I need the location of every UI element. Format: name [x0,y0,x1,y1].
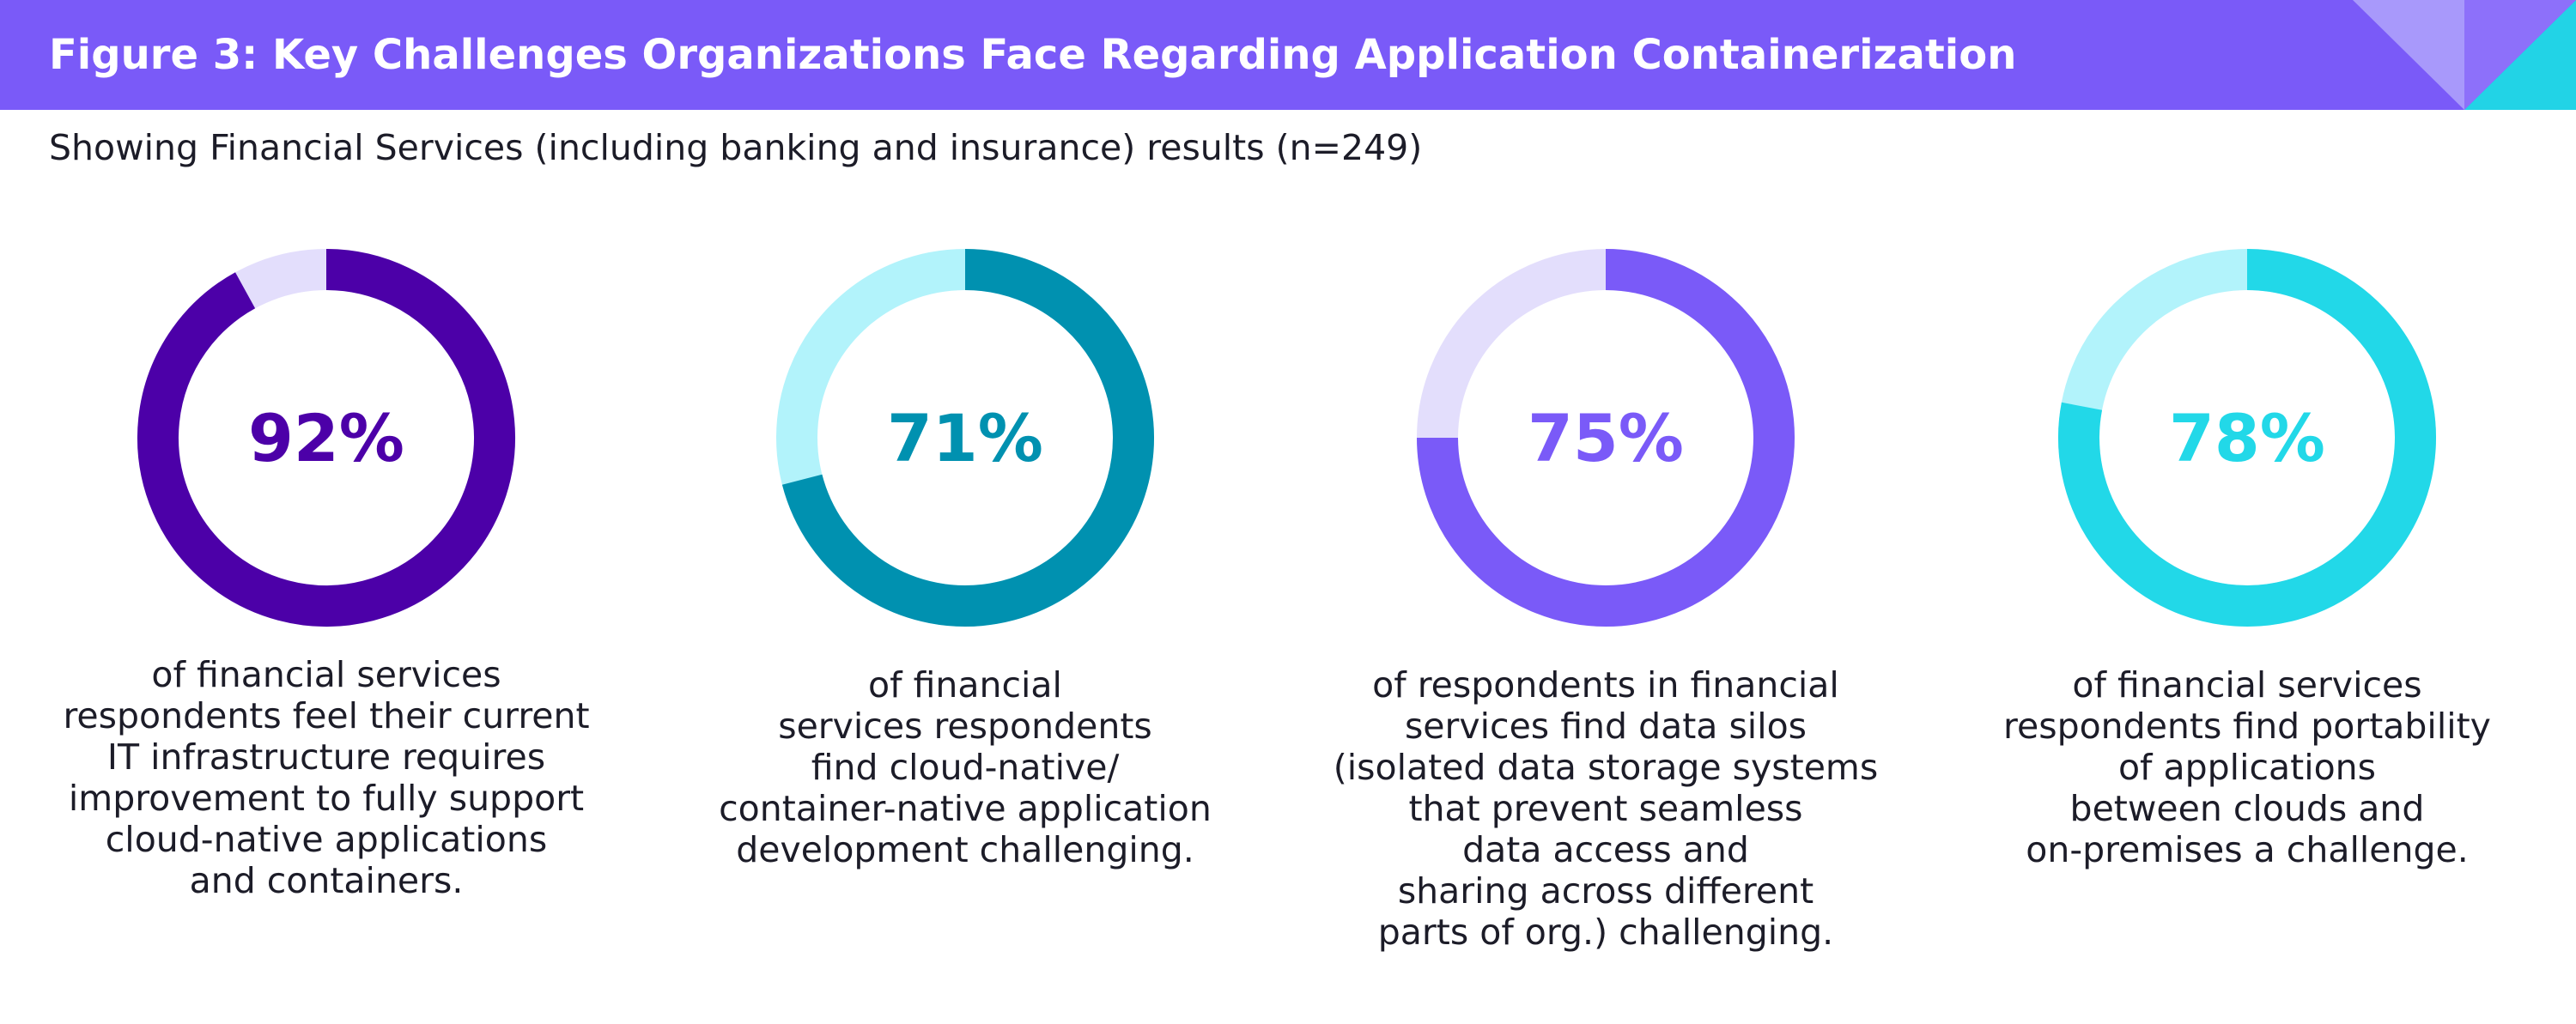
caption-line: development challenging. [736,829,1194,870]
caption-line: services find data silos [1404,706,1807,747]
caption-line: of applications [2117,747,2377,788]
donut-value-slice [781,249,1154,627]
donut-chart-4: 78% [2058,249,2436,627]
caption-line: and containers. [189,860,464,901]
figure-title: Figure 3: Key Challenges Organizations F… [49,31,2017,79]
caption-line: respondents feel their current [63,695,590,736]
caption-line: that prevent seamless [1408,788,1803,829]
caption-line: improvement to fully support [68,778,585,819]
caption-line: parts of org.) challenging. [1377,912,1834,953]
corner-light-triangle [2353,0,2464,110]
donut-caption-4: of financial services respondents find po… [1972,664,2522,870]
caption-line: data access and [1462,829,1749,870]
donut-percent-label: 71% [887,400,1043,476]
donut-percent-label: 75% [1528,400,1684,476]
corner-decoration [2353,0,2576,110]
donut-chart-3: 75% [1417,249,1795,627]
caption-line: on-premises a challenge. [2026,829,2469,870]
donut-caption-2: of financial services respondents find clo… [690,664,1240,870]
caption-line: services respondents [778,706,1152,747]
caption-line: of respondents in financial [1372,664,1839,706]
caption-line: sharing across different [1397,870,1814,912]
donut-chart-2: 71% [776,249,1154,627]
caption-line: container-native application [719,788,1212,829]
caption-line: of financial services [151,654,501,695]
donut-caption-1: of financial services respondents feel th… [52,654,601,901]
donut-caption-3: of respondents in financial services find… [1331,664,1880,953]
donut-value-slice [1417,249,1795,627]
caption-line: of financial [868,664,1062,706]
caption-line: (isolated data storage systems [1333,747,1879,788]
donut-value-slice [2058,249,2436,627]
donut-percent-label: 78% [2169,400,2325,476]
caption-line: respondents find portability [2003,706,2491,747]
subtitle: Showing Financial Services (including ba… [49,127,1423,168]
corner-purple-triangle [2464,0,2576,110]
caption-line: of financial services [2072,664,2422,706]
caption-line: cloud-native applications [105,819,548,860]
donut-value-slice [137,249,515,627]
caption-line: between clouds and [2069,788,2425,829]
donut-percent-label: 92% [248,400,404,476]
figure-header: Figure 3: Key Challenges Organizations F… [0,0,2576,110]
donut-chart-1: 92% [137,249,515,627]
caption-line: IT infrastructure requires [106,736,546,778]
caption-line: find cloud-native/ [811,747,1120,788]
